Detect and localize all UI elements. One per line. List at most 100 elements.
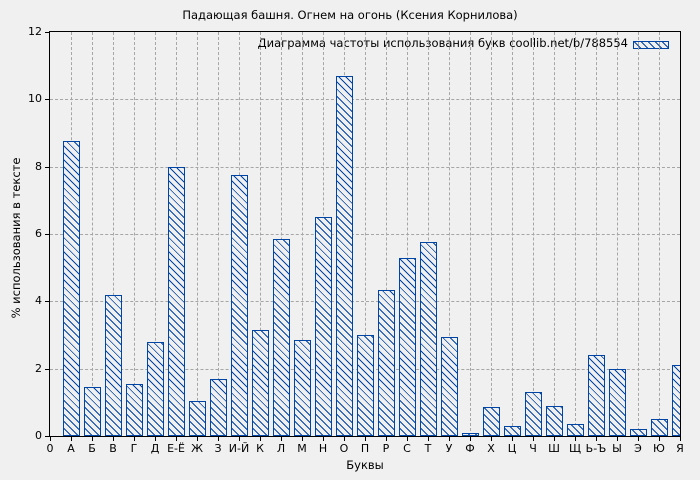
bar-Ж xyxy=(188,400,206,436)
x-tick-Ы xyxy=(617,437,618,441)
bar-Щ xyxy=(566,424,584,436)
v-gridline-Ю xyxy=(659,32,660,436)
v-gridline-М xyxy=(302,32,303,436)
x-tick-label-Х: Х xyxy=(487,442,495,455)
bar-Т xyxy=(419,242,437,436)
x-tick-label-0: 0 xyxy=(46,442,54,455)
v-gridline-З xyxy=(218,32,219,436)
y-tick-12 xyxy=(45,32,49,33)
x-tick-label-Ш: Ш xyxy=(548,442,560,455)
x-tick-Б xyxy=(92,437,93,441)
bar-Е-Ё xyxy=(167,166,185,436)
x-tick-Х xyxy=(491,437,492,441)
x-tick-label-Щ: Щ xyxy=(568,442,582,455)
x-tick-label-И-Й: И-Й xyxy=(228,442,250,455)
x-tick-О xyxy=(344,437,345,441)
x-tick-label-П: П xyxy=(360,442,370,455)
x-tick-Щ xyxy=(575,437,576,441)
v-gridline-У xyxy=(449,32,450,436)
v-gridline-Ф xyxy=(470,32,471,436)
x-tick-Л xyxy=(281,437,282,441)
x-tick-Я xyxy=(680,437,681,441)
x-tick-label-Г: Г xyxy=(130,442,138,455)
v-gridline-Э xyxy=(638,32,639,436)
x-tick-М xyxy=(302,437,303,441)
v-gridline-Щ xyxy=(575,32,576,436)
bar-Б xyxy=(83,387,101,436)
y-tick-4 xyxy=(45,301,49,303)
x-tick-label-Б: Б xyxy=(88,442,96,455)
x-tick-Р xyxy=(386,437,387,441)
legend-swatch xyxy=(633,41,669,49)
y-tick-label-0: 0 xyxy=(35,429,42,442)
v-gridline-Х xyxy=(491,32,492,436)
bar-Н xyxy=(314,217,332,436)
x-tick-label-К: К xyxy=(256,442,264,455)
bar-О xyxy=(335,75,353,436)
x-tick-label-М: М xyxy=(297,442,307,455)
x-tick-label-О: О xyxy=(339,442,349,455)
x-tick-label-А: А xyxy=(67,442,75,455)
v-gridline-Ы xyxy=(617,32,618,436)
bar-А xyxy=(62,141,80,436)
v-gridline-Ш xyxy=(554,32,555,436)
y-tick-6 xyxy=(45,234,49,235)
x-tick-Ю xyxy=(659,437,660,441)
bar-И-Й xyxy=(230,175,248,436)
bar-К xyxy=(251,329,269,436)
legend-label: Диаграмма частоты использования букв coo… xyxy=(257,36,628,50)
bar-Р xyxy=(377,289,395,436)
x-tick-С xyxy=(407,437,408,441)
chart-title: Падающая башня. Огнем на огонь (Ксения К… xyxy=(182,8,518,22)
x-tick-Ж xyxy=(197,437,198,441)
v-gridline-Г xyxy=(134,32,135,436)
x-tick-label-Э: Э xyxy=(634,442,642,455)
x-tick-label-Ч: Ч xyxy=(529,442,537,455)
x-tick-З xyxy=(218,437,219,441)
v-gridline-С xyxy=(407,32,408,436)
x-axis-label: Буквы xyxy=(346,458,384,472)
x-tick-Д xyxy=(155,437,156,441)
v-gridline-Ж xyxy=(197,32,198,436)
x-tick-Т xyxy=(428,437,429,441)
x-tick-label-С: С xyxy=(403,442,411,455)
y-tick-label-12: 12 xyxy=(28,25,42,38)
x-tick-У xyxy=(449,437,450,441)
v-gridline-П xyxy=(365,32,366,436)
x-tick-label-Ф: Ф xyxy=(465,442,475,455)
v-gridline-Д xyxy=(155,32,156,436)
x-tick-И-Й xyxy=(239,437,240,441)
x-tick-label-З: З xyxy=(214,442,222,455)
x-tick-Ч xyxy=(533,437,534,441)
x-tick-Ь-Ъ xyxy=(596,437,597,441)
v-gridline-Б xyxy=(92,32,93,436)
x-tick-Э xyxy=(638,437,639,441)
x-tick-label-Л: Л xyxy=(276,442,286,455)
y-tick-8 xyxy=(45,166,49,168)
y-tick-10 xyxy=(45,99,49,101)
bar-Ф xyxy=(461,432,479,436)
y-tick-0 xyxy=(45,436,49,437)
y-tick-label-6: 6 xyxy=(35,227,42,240)
bar-Э xyxy=(629,429,647,436)
bar-С xyxy=(398,257,416,436)
x-tick-label-Р: Р xyxy=(382,442,390,455)
x-tick-Ф xyxy=(470,437,471,441)
v-gridline-Ц xyxy=(512,32,513,436)
x-tick-label-Ц: Ц xyxy=(507,442,517,455)
bar-Ч xyxy=(524,392,542,436)
v-gridline-Л xyxy=(281,32,282,436)
x-tick-Н xyxy=(323,437,324,441)
v-gridline-Т xyxy=(428,32,429,436)
v-gridline-Р xyxy=(386,32,387,436)
x-tick-label-Е-Ё: Е-Ё xyxy=(167,442,185,455)
x-tick-0 xyxy=(50,437,51,441)
x-tick-К xyxy=(260,437,261,441)
x-tick-label-Д: Д xyxy=(150,442,160,455)
bar-З xyxy=(209,378,227,436)
bar-Ы xyxy=(608,368,626,436)
x-tick-label-Ю: Ю xyxy=(653,442,665,455)
x-tick-label-Ь-Ъ: Ь-Ъ xyxy=(585,442,607,455)
x-tick-label-Ы: Ы xyxy=(612,442,622,455)
